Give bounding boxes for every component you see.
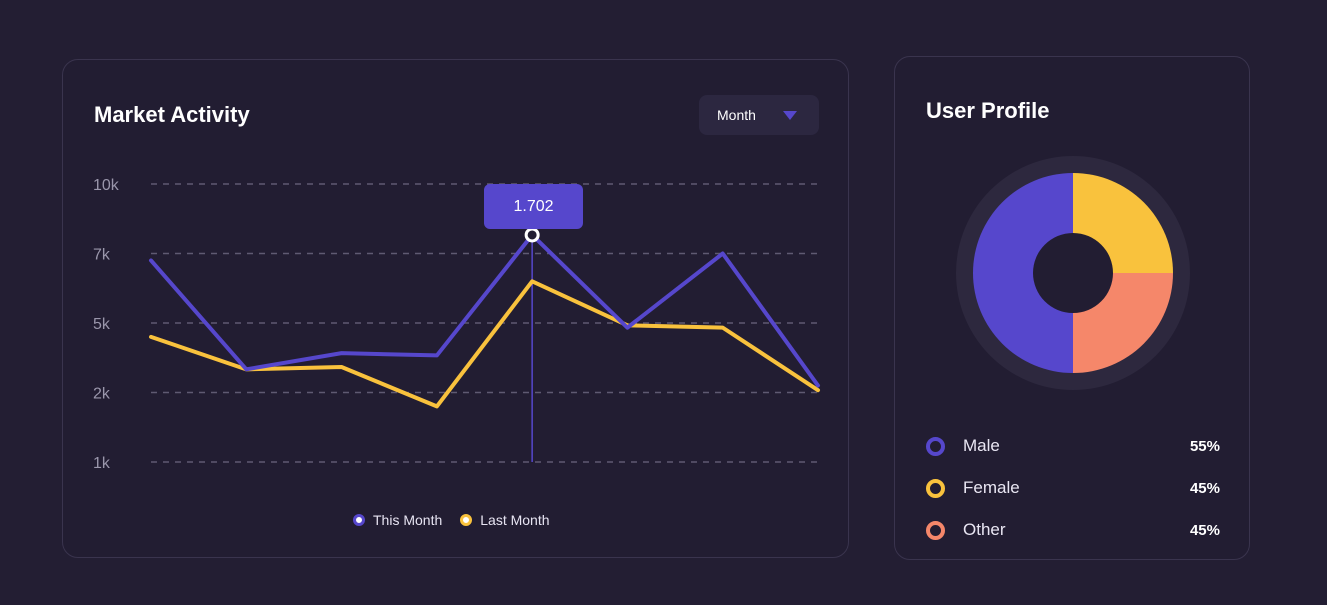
series-line-last-month (149, 279, 820, 409)
profile-label-other: Other (963, 520, 1006, 539)
chevron-down-icon (783, 111, 797, 120)
legend-marker-this-month (353, 514, 365, 526)
legend-label-this-month: This Month (373, 512, 443, 528)
y-tick-5k: 5k (93, 316, 111, 333)
profile-legend: Male 55% Female 45% Other 45% (926, 425, 1220, 551)
profile-label-female: Female (963, 478, 1020, 497)
donut-hole (1033, 233, 1113, 313)
user-profile-title: User Profile (926, 98, 1050, 123)
period-dropdown[interactable]: Month (699, 95, 819, 135)
profile-row-male: Male 55% (926, 425, 1220, 467)
profile-value-male: 55% (1189, 437, 1220, 455)
profile-value-female: 45% (1189, 479, 1220, 497)
legend-item-last-month[interactable]: Last Month (460, 512, 550, 528)
male-ring-icon (926, 436, 945, 456)
profile-value-other: 45% (1189, 521, 1220, 539)
chart-tooltip: 1.702 (484, 184, 583, 229)
market-activity-card: Market Activity Month 10k 7k 5k 2k 1k 1.702 … (62, 59, 849, 558)
profile-label-male: Male (963, 436, 1000, 455)
profile-row-other: Other 45% (926, 509, 1220, 551)
market-activity-chart: 10k 7k 5k 2k 1k (93, 177, 820, 472)
user-profile-donut-chart (956, 156, 1190, 390)
legend-item-this-month[interactable]: This Month (353, 512, 442, 528)
y-tick-1k: 1k (93, 455, 111, 472)
series-line-this-month (149, 232, 820, 388)
highlight-point (524, 227, 540, 243)
market-activity-title: Market Activity (94, 102, 250, 127)
user-profile-card: User Profile Male 55% Female 45% Other 4… (894, 56, 1250, 560)
period-dropdown-label: Month (717, 107, 756, 123)
y-tick-7k: 7k (93, 247, 111, 264)
donut-slice-male (973, 173, 1073, 373)
y-tick-2k: 2k (93, 386, 111, 403)
legend-marker-last-month (460, 514, 473, 526)
legend-label-last-month: Last Month (480, 512, 550, 528)
profile-row-female: Female 45% (926, 467, 1220, 509)
y-tick-10k: 10k (93, 177, 120, 194)
other-ring-icon (926, 520, 945, 540)
female-ring-icon (926, 478, 945, 498)
chart-legend: This Month Last Month (353, 512, 550, 528)
